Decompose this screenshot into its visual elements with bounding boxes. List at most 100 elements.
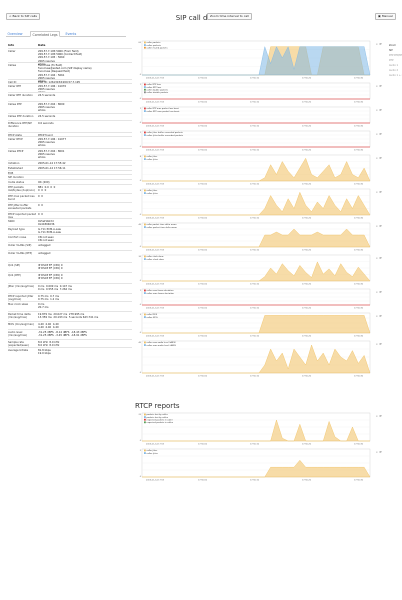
zoom-icon[interactable]: ⌕	[376, 256, 378, 260]
sidebar-item[interactable]: Audio 1	[389, 64, 399, 67]
y-tick-label: 0	[140, 304, 142, 306]
info-key: Difference RTP/SIP duration	[8, 122, 32, 129]
zoom-icon[interactable]: ⌕	[376, 156, 378, 160]
rtp-chart[interactable]: 1 0 2005-01-14 17:55 17:56:00 17:56:10 17:56:…	[134, 288, 384, 310]
legend-swatch	[144, 449, 146, 452]
sidebar-item[interactable]: Audio 1 + 2	[389, 74, 402, 77]
sidebar-item[interactable]: Audio 2	[389, 69, 399, 72]
reset-icon[interactable]: ↺	[379, 42, 382, 46]
info-key: Outer VLANs (SIP)	[8, 244, 32, 247]
rtp-chart[interactable]: 8 0 2005-01-14 17:55 17:56:00 17:56:10 17:56:…	[134, 154, 384, 186]
reset-icon[interactable]: ↺	[379, 224, 382, 228]
sidebar-item[interactable]: SIP	[389, 49, 393, 52]
rtp-chart[interactable]: 1 0 2005-01-14 17:55 17:56:00 17:56:10 17:56:…	[134, 130, 384, 152]
zoom-icon[interactable]: ⌕	[376, 224, 378, 228]
rtp-chart[interactable]: 40 0 2005-01-14 17:55 17:56:00 17:56:10 17:56…	[134, 222, 384, 252]
rtp-chart[interactable]: 1 0 2005-01-14 17:55 17:56:00 17:56:10 17:56:…	[134, 82, 384, 104]
sidebar-item[interactable]: RTP RTP/RTCP	[389, 54, 402, 57]
data-column-header: Data	[38, 43, 46, 47]
legend-swatch	[144, 292, 146, 294]
y-tick-label: 0	[140, 180, 142, 182]
zoom-icon[interactable]: ⌕	[376, 108, 378, 112]
legend-swatch	[144, 86, 146, 88]
legend-entry: caller packet time delta mean	[147, 223, 178, 226]
info-row: Callee fnoocluss (To field) fnoocluss@ext…	[8, 62, 132, 83]
info-value: 81.8 kbps 19.0 kbps	[38, 349, 51, 356]
legend-swatch	[144, 189, 146, 192]
x-tick-label: 17:56:20	[302, 184, 312, 186]
rtp-chart-svg: 1 0 2005-01-14 17:55 17:56:00 17:56:10 17:56:…	[140, 82, 371, 104]
reset-icon[interactable]: ↺	[379, 84, 382, 88]
legend-entry: caller jitter	[147, 189, 158, 192]
tab-overview[interactable]: Overview	[7, 32, 23, 36]
rtp-chart[interactable]: 40 0 2005-01-14 17:55 17:56:00 17:56:10 17:56…	[134, 340, 384, 378]
legend-entry: expected packets in caller	[147, 418, 173, 421]
rtcp-chart[interactable]: 2 0 2005-01-14 17:55 17:56:00 17:56:10 17:56:…	[134, 448, 384, 482]
reset-icon[interactable]: ↺	[379, 108, 382, 112]
x-tick-label: 17:56:10	[250, 150, 260, 152]
sidebar-item[interactable]: RTP	[389, 59, 394, 62]
x-tick-label: 17:56:10	[250, 250, 260, 252]
zoom-icon[interactable]: ⌕	[376, 84, 378, 88]
info-row: Sample rate (expected/seen) 8.0 kHz 8.0 k…	[8, 339, 132, 347]
rtp-chart-svg: 40 0 2005-01-14 17:55 17:56:00 17:56:10 17:56…	[138, 340, 371, 378]
y-tick-label: 0	[140, 372, 142, 374]
x-tick-label: 17:56:20	[302, 150, 312, 152]
x-tick-label: 17:56:30	[354, 78, 364, 80]
info-value: IP DSCP EF (CS5) 0 IP DSCP EF (CS5) 0	[38, 274, 63, 281]
reset-icon[interactable]: ↺	[379, 290, 382, 294]
zoom-icon[interactable]: ⌕	[376, 314, 378, 318]
zoom-icon[interactable]: ⌕	[376, 190, 378, 194]
tab-events[interactable]: Events	[65, 32, 77, 36]
reset-icon[interactable]: ↺	[379, 342, 382, 346]
x-tick-label: 17:56:00	[198, 184, 208, 186]
rtp-chart[interactable]: 8 0 2005-01-14 17:55 17:56:00 17:56:10 17:56:…	[134, 188, 384, 220]
reset-icon[interactable]: ↺	[379, 256, 382, 260]
manual-button[interactable]: ▣ Manual	[375, 13, 396, 20]
rtp-chart[interactable]: 1 0 2005-01-14 17:55 17:56:00 17:56:10 17:56:…	[134, 106, 384, 128]
legend-swatch	[144, 418, 146, 421]
legend-entry: expected packets in callee	[147, 421, 174, 424]
info-row: Outer VLANs (SIP) untagged	[8, 242, 132, 250]
x-tick-label: 17:56:00	[198, 78, 208, 80]
rtp-chart[interactable]: 30 0 2005-01-14 17:55 17:56:00 17:56:10 17:56…	[134, 254, 384, 286]
zoom-icon[interactable]: ⌕	[376, 342, 378, 346]
info-row: Initiation 2005-01-14 17:55:42	[8, 160, 132, 165]
reset-icon[interactable]: ↺	[379, 314, 382, 318]
zoom-icon[interactable]: ⌕	[376, 414, 378, 418]
info-row: QoS (RTP) IP DSCP EF (CS5) 0 IP DSCP EF (…	[8, 272, 132, 283]
reset-icon[interactable]: ↺	[379, 132, 382, 136]
back-button[interactable]: < Back to SIP calls	[6, 13, 40, 20]
x-tick-label: 17:56:30	[354, 150, 364, 152]
chart-tools: ⌕ ↺	[376, 450, 382, 454]
zoom-interval-button[interactable]: Zoom time interval to call	[207, 13, 252, 20]
reset-icon[interactable]: ↺	[379, 450, 382, 454]
reset-icon[interactable]: ↺	[379, 156, 382, 160]
tab-correlated-legs[interactable]: Correlated Legs	[30, 31, 61, 37]
top-bar: < Back to SIP calls SIP call details Zoo…	[0, 0, 402, 28]
chart-tools: ⌕ ↺	[376, 314, 382, 318]
info-row: Packet time delta (min/avg/max) 19.879 ms…	[8, 311, 132, 321]
zoom-icon[interactable]: ⌕	[376, 450, 378, 454]
legend-swatch	[144, 316, 146, 318]
legend-entry: caller jitter	[147, 155, 158, 158]
x-tick-label: 17:56:00	[198, 480, 208, 482]
x-tick-label: 17:56:30	[354, 444, 364, 446]
zoom-icon[interactable]: ⌕	[376, 290, 378, 294]
reset-icon[interactable]: ↺	[379, 414, 382, 418]
series-area	[142, 315, 371, 334]
zoom-icon[interactable]: ⌕	[376, 132, 378, 136]
sidebar-item[interactable]: Zoom	[389, 44, 396, 47]
rtp-chart[interactable]: 60 0 2005-01-14 17:55 17:56:00 17:56:10 17:56…	[134, 40, 384, 80]
info-row: Difference RTP/SIP duration 0.0 seconds	[8, 120, 132, 132]
rtp-chart[interactable]: 5 0 2005-01-14 17:55 17:56:00 17:56:10 17:56:…	[134, 312, 384, 338]
reset-icon[interactable]: ↺	[379, 190, 382, 194]
zoom-icon[interactable]: ⌕	[376, 42, 378, 46]
x-tick-label: 17:56:30	[354, 284, 364, 286]
x-tick-label: 17:56:20	[302, 102, 312, 104]
rtcp-chart[interactable]: 20 0 2005-01-14 17:55 17:56:00 17:56:10 17:56…	[134, 412, 384, 446]
x-tick-label: 17:56:00	[198, 126, 208, 128]
legend-entry: callee max frame deviation	[147, 292, 175, 295]
info-row: Caller 209.57.7.195:5060 (From field) 209…	[8, 48, 132, 66]
chart-tools: ⌕ ↺	[376, 342, 382, 346]
